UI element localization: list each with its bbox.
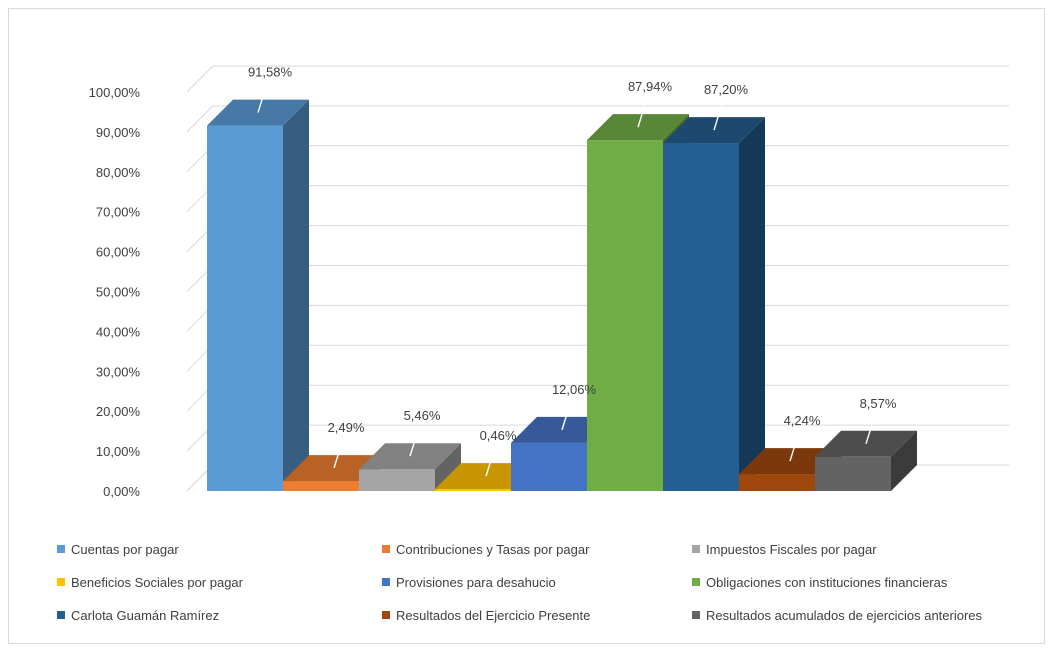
y-tick-label: 20,00% [96,404,141,419]
legend-swatch [692,611,700,619]
legend-label: Provisiones para desahucio [396,574,556,590]
y-tick-label: 90,00% [96,125,141,140]
legend-label: Obligaciones con instituciones financier… [706,574,948,590]
label-leader-line [561,400,572,431]
y-axis-labels: 0,00% 10,00% 20,00% 30,00% 40,00% 50,00% 60,00… [89,85,141,499]
label-leader-line [257,83,268,113]
legend-swatch [57,611,65,619]
legend-swatch [382,578,390,586]
legend-swatch [57,545,65,553]
legend-label: Impuestos Fiscales por pagar [706,541,877,557]
legend-swatch [382,611,390,619]
bar [663,143,739,491]
y-tick-label: 60,00% [96,245,141,260]
bar [359,469,435,491]
bar-top [663,117,765,144]
legend-label: Resultados del Ejercicio Presente [396,607,591,623]
data-label: 87,94% [628,79,673,94]
legend-label: Resultados acumulados de ejercicios ante… [706,607,983,623]
bar [587,140,663,492]
legend-item: Contribuciones y Tasas por pagar [382,539,692,559]
legend-item: Impuestos Fiscales por pagar [692,539,1047,559]
bars-layer [207,99,917,492]
legend-swatch [382,545,390,553]
bar-side [435,443,461,491]
bar [283,481,359,491]
y-tick-label: 80,00% [96,165,141,180]
legend: Cuentas por pagar Contribuciones y Tasas … [57,539,1047,625]
bar-side [891,430,917,491]
legend-label: Cuentas por pagar [71,541,179,557]
data-label: 8,57% [860,396,897,411]
data-label: 2,49% [328,420,365,435]
bar [435,489,511,491]
bar-side [283,99,309,492]
label-leader-line [789,431,800,462]
data-label: 12,06% [552,382,597,397]
y-tick-label: 0,00% [103,484,140,499]
y-tick-label: 70,00% [96,205,141,220]
label-leader-line [713,100,724,131]
data-labels-layer: 91,58% 2,49% 5,46% 0,46% 12,06% 87,94% 87,20% 4… [248,65,897,477]
legend-label: Carlota Guamán Ramírez [71,607,220,623]
bar [207,125,283,492]
y-tick-label: 30,00% [96,364,141,379]
bar [739,474,815,491]
label-leader-line [865,414,876,445]
legend-swatch [57,578,65,586]
y-tick-label: 50,00% [96,285,141,300]
side-wall-gridline [186,65,214,93]
legend-label: Contribuciones y Tasas por pagar [396,541,590,557]
bar-side [739,117,765,492]
data-label: 5,46% [404,408,441,423]
legend-item: Resultados del Ejercicio Presente [382,605,692,625]
data-label: 0,46% [480,428,517,443]
legend-item: Obligaciones con instituciones financier… [692,572,1047,592]
legend-swatch [692,578,700,586]
y-tick-label: 40,00% [96,324,141,339]
bar [815,456,891,491]
y-tick-label: 10,00% [96,444,141,459]
bar [511,442,587,491]
legend-label: Beneficios Sociales por pagar [71,574,243,590]
legend-item: Carlota Guamán Ramírez [57,605,382,625]
label-leader-line [409,427,420,457]
label-leader-line [637,97,648,128]
data-label: 87,20% [704,82,749,97]
legend-item: Beneficios Sociales por pagar [57,572,382,592]
legend-item: Provisiones para desahucio [382,572,692,592]
bar-chart-3d: 0,00% 10,00% 20,00% 30,00% 40,00% 50,00% 60,00… [89,65,1009,499]
chart-frame: 0,00% 10,00% 20,00% 30,00% 40,00% 50,00% 60,00… [8,8,1045,644]
side-wall-gridline [186,105,214,133]
legend-item: Resultados acumulados de ejercicios ante… [692,605,1047,625]
data-label: 91,58% [248,65,293,80]
data-label: 4,24% [784,413,821,428]
legend-swatch [692,545,700,553]
y-tick-label: 100,00% [89,85,141,100]
label-leader-line [333,438,344,469]
label-leader-line [485,446,496,477]
legend-item: Cuentas por pagar [57,539,382,559]
